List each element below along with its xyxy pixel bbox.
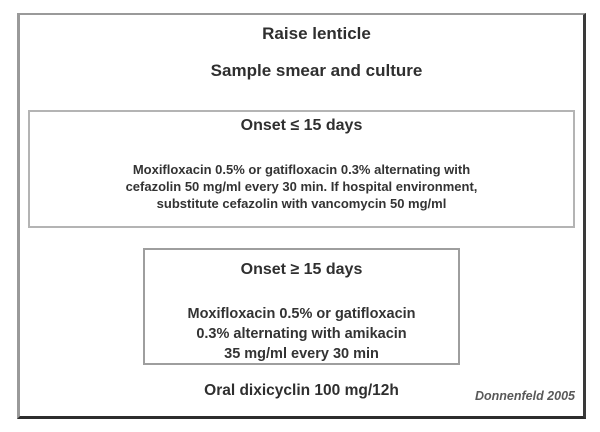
body-line: Moxifloxacin 0.5% or gatifloxacin	[187, 306, 416, 322]
protocol-box-onset-early: Onset ≤ 15 days Moxifloxacin 0.5% or gat…	[28, 110, 575, 228]
protocol-box-onset-early-heading: Onset ≤ 15 days	[240, 117, 363, 134]
protocol-box-onset-early-body: Moxifloxacin 0.5% or gatifloxacin 0.3% a…	[30, 161, 573, 212]
body-line: 0.3% alternating with amikacin	[196, 326, 407, 342]
attribution: Donnenfeld 2005	[474, 389, 575, 403]
body-line: 35 mg/ml every 30 min	[224, 346, 379, 362]
body-line: substitute cefazolin with vancomycin 50 …	[156, 196, 447, 211]
oral-medication-note: Oral dixicyclin 100 mg/12h	[204, 382, 399, 399]
body-line: Moxifloxacin 0.5% or gatifloxacin 0.3% a…	[132, 162, 471, 177]
slide-subtitle: Sample smear and culture	[210, 61, 423, 80]
slide-frame: Raise lenticle Sample smear and culture …	[17, 13, 586, 419]
slide-title: Raise lenticle	[262, 24, 371, 43]
body-line: cefazolin 50 mg/ml every 30 min. If hosp…	[125, 179, 478, 194]
protocol-box-onset-late-body: Moxifloxacin 0.5% or gatifloxacin 0.3% a…	[145, 304, 458, 364]
protocol-box-onset-late: Onset ≥ 15 days Moxifloxacin 0.5% or gat…	[143, 248, 460, 365]
protocol-box-onset-late-heading: Onset ≥ 15 days	[240, 261, 363, 278]
